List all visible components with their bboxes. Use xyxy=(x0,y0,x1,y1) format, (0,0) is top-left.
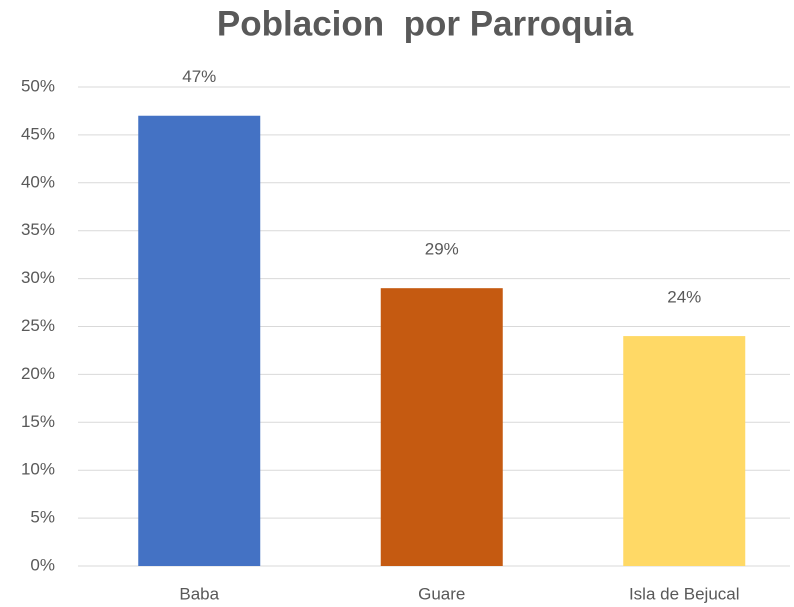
data-label: 47% xyxy=(182,67,216,86)
y-tick-label: 20% xyxy=(21,364,55,383)
y-tick-label: 15% xyxy=(21,412,55,431)
y-tick-label: 45% xyxy=(21,124,55,143)
y-tick-label: 40% xyxy=(21,172,55,191)
y-tick-label: 0% xyxy=(30,555,55,574)
x-tick-label: Guare xyxy=(418,584,465,603)
y-tick-label: 50% xyxy=(21,76,55,95)
data-label: 24% xyxy=(667,288,701,307)
y-tick-label: 25% xyxy=(21,316,55,335)
y-tick-label: 10% xyxy=(21,460,55,479)
y-tick-label: 35% xyxy=(21,220,55,239)
x-tick-label: Isla de Bejucal xyxy=(629,584,740,603)
chart-title: Poblacion por Parroquia xyxy=(217,4,634,43)
bar xyxy=(623,336,746,566)
y-tick-label: 30% xyxy=(21,268,55,287)
bar xyxy=(380,288,503,566)
x-tick-label: Baba xyxy=(179,584,219,603)
data-label: 29% xyxy=(425,240,459,259)
bar xyxy=(138,115,261,567)
y-tick-label: 5% xyxy=(30,508,55,527)
